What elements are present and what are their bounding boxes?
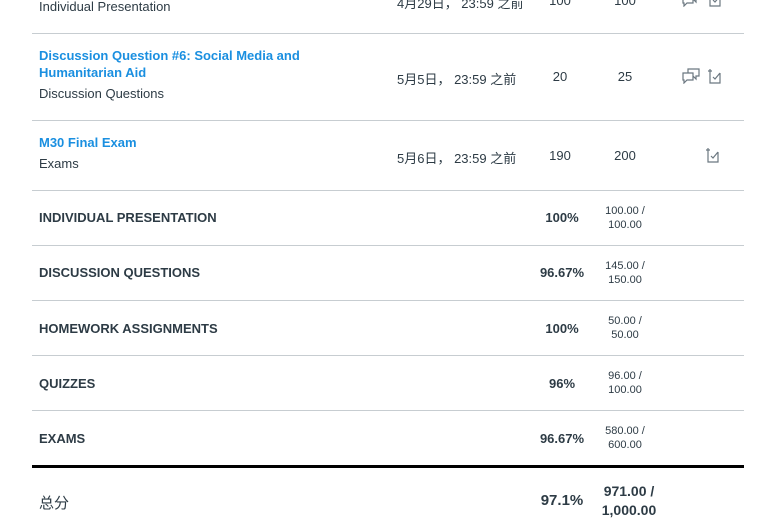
points-possible: 25	[617, 69, 633, 84]
row-icons	[682, 0, 722, 7]
group-row: QUIZZES 96% 96.00 / 100.00	[32, 355, 744, 411]
points-earned: 971.00 /	[603, 483, 655, 499]
points-earned: 100.00 /	[605, 205, 645, 217]
points-possible: 50.00	[611, 329, 639, 341]
points-possible: 100	[614, 0, 636, 8]
assignment-row: M30 Final Exam Exams 5月6日， 23:59 之前 190 …	[32, 120, 744, 191]
group-row: EXAMS 96.67% 580.00 / 600.00	[32, 410, 744, 465]
assignment-link[interactable]: Discussion Question #6: Social Media and…	[39, 48, 300, 80]
group-percent: 96.67%	[539, 265, 585, 280]
rubric-icon[interactable]	[706, 0, 722, 7]
group-points: 100.00 / 100.00	[592, 204, 658, 232]
group-percent: 100%	[545, 321, 579, 336]
points-possible: 200	[614, 148, 636, 163]
group-name: QUIZZES	[39, 376, 96, 391]
assignment-row: Individual Presentation 4月29日， 23:59 之前 …	[32, 0, 744, 34]
score: 100	[549, 0, 571, 8]
points-possible: 100.00	[608, 219, 642, 231]
points-possible: 100.00	[608, 384, 642, 396]
assignment-category: Individual Presentation	[39, 0, 171, 14]
points-earned: 145.00 /	[605, 260, 645, 272]
due-date: 5月6日， 23:59 之前	[397, 151, 517, 166]
assignment-category: Discussion Questions	[39, 86, 164, 101]
group-row: HOMEWORK ASSIGNMENTS 100% 50.00 / 50.00	[32, 300, 744, 356]
group-name: INDIVIDUAL PRESENTATION	[39, 210, 217, 225]
total-row: 总分 97.1% 971.00 / 1,000.00	[32, 465, 744, 531]
comment-icon[interactable]	[682, 68, 700, 84]
total-points: 971.00 / 1,000.00	[592, 482, 666, 520]
points-earned: 50.00 /	[608, 315, 642, 327]
total-label: 总分	[39, 495, 70, 512]
group-points: 50.00 / 50.00	[592, 314, 658, 342]
assignment-link[interactable]: M30 Final Exam	[39, 135, 137, 150]
group-row: DISCUSSION QUESTIONS 96.67% 145.00 / 150.…	[32, 245, 744, 301]
comment-icon[interactable]	[682, 0, 700, 7]
row-icons	[682, 68, 722, 84]
points-possible: 600.00	[608, 439, 642, 451]
group-percent: 96%	[548, 376, 576, 391]
group-name: EXAMS	[39, 431, 86, 446]
group-row: INDIVIDUAL PRESENTATION 100% 100.00 /100…	[32, 190, 744, 246]
group-points: 145.00 / 150.00	[592, 259, 658, 287]
group-percent: 100%	[545, 210, 579, 225]
total-percent: 97.1%	[540, 492, 584, 509]
assignment-category: Exams	[39, 156, 79, 171]
group-points: 580.00 / 600.00	[592, 424, 658, 452]
score: 20	[552, 69, 568, 84]
score: 190	[549, 148, 571, 163]
points-possible: 150.00	[608, 274, 642, 286]
points-earned: 96.00 /	[608, 370, 642, 382]
row-icons	[704, 147, 720, 163]
points-possible: 1,000.00	[601, 502, 657, 518]
group-percent: 96.67%	[539, 431, 585, 446]
group-name: DISCUSSION QUESTIONS	[39, 265, 201, 280]
rubric-icon[interactable]	[706, 68, 722, 84]
due-date: 5月5日， 23:59 之前	[397, 72, 517, 87]
points-earned: 580.00 /	[605, 425, 645, 437]
group-name: HOMEWORK ASSIGNMENTS	[39, 321, 218, 336]
rubric-icon[interactable]	[704, 147, 720, 163]
due-date: 4月29日， 23:59 之前	[397, 0, 524, 11]
assignment-row: Discussion Question #6: Social Media and…	[32, 33, 744, 121]
group-points: 96.00 / 100.00	[592, 369, 658, 397]
